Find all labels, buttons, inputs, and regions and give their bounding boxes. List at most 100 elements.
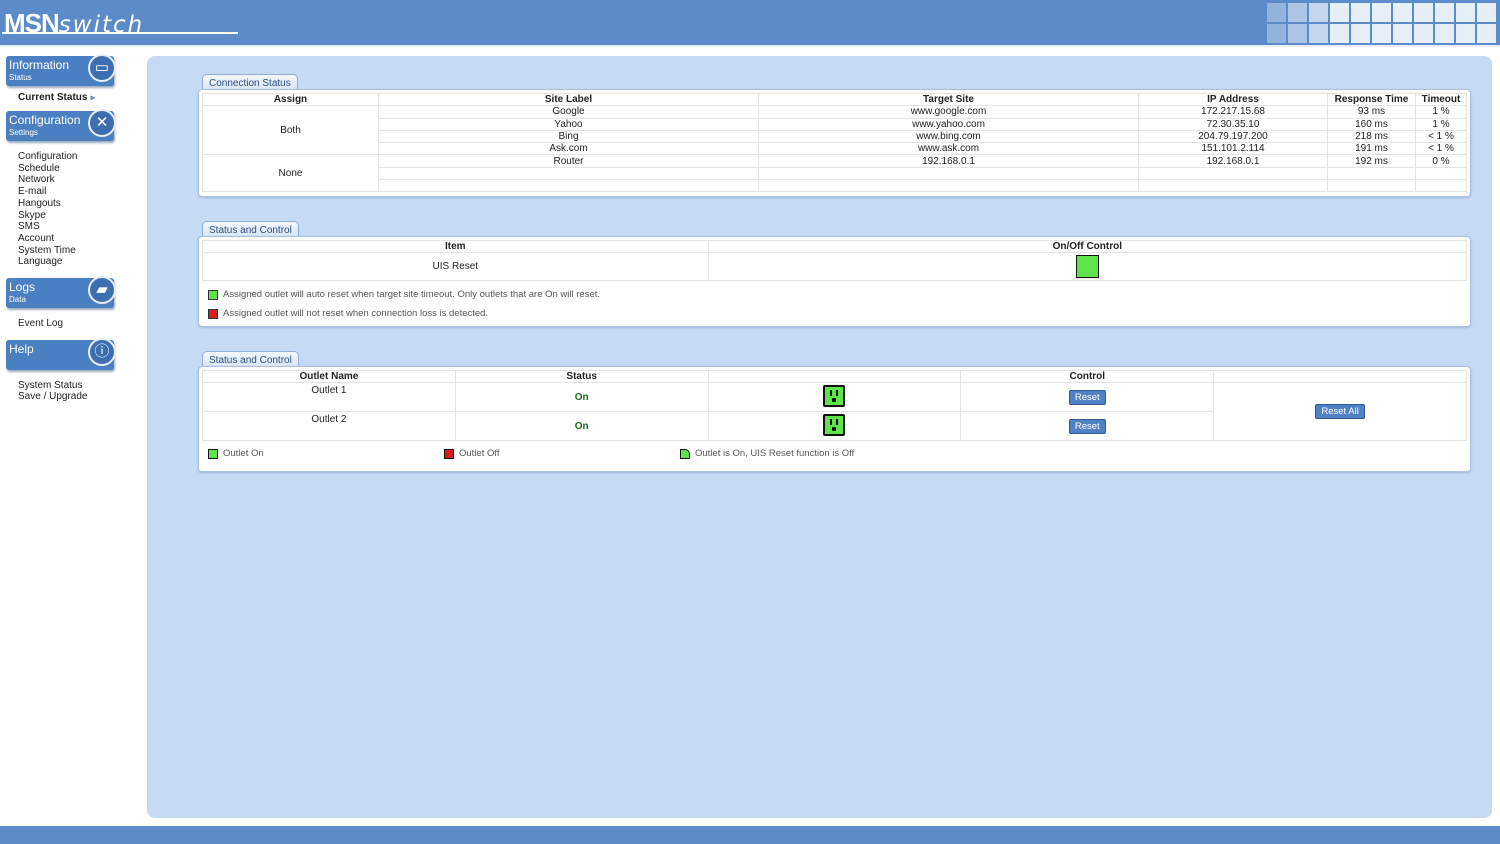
table-cell: 192.168.0.1 — [1138, 154, 1328, 168]
outlet-on-icon — [208, 448, 218, 459]
table-cell — [1415, 166, 1467, 181]
sidebar-category-help[interactable]: Help ⓘ — [6, 337, 116, 370]
tile — [1309, 3, 1328, 22]
table-cell: 218 ms — [1327, 129, 1416, 144]
tile — [1456, 24, 1475, 43]
table-row: None Router 192.168.0.1 192.168.0.1 192 ms 0 … — [202, 154, 1467, 193]
header-control: Control — [960, 369, 1215, 384]
table-cell: 204.79.197.200 — [1138, 129, 1328, 144]
tile — [1330, 24, 1349, 43]
table-cell: 160 ms — [1327, 117, 1416, 131]
uis-reset-toggle[interactable] — [1075, 255, 1099, 279]
tile — [1372, 24, 1391, 43]
header: MSNswitch — [0, 0, 1500, 47]
table-row — [203, 179, 1467, 193]
sidebar-item[interactable]: Hangouts — [18, 197, 61, 209]
legend-green: Assigned outlet will auto reset when tar… — [202, 289, 1467, 300]
sidebar-category-information[interactable]: Information Status ▭ — [6, 54, 116, 86]
column-header: Target Site — [758, 92, 1139, 107]
sidebar-category-logs[interactable]: Logs Data ▰ — [6, 276, 116, 309]
legend-text: Outlet is On, UIS Reset function is Off — [695, 448, 855, 460]
table-cell: Google — [378, 105, 759, 119]
tile — [1351, 24, 1370, 43]
help-icon: ⓘ — [88, 337, 116, 366]
outlet-uis-off-icon — [680, 448, 690, 459]
column-header: IP Address — [1138, 92, 1328, 107]
tab-connection-status[interactable]: Connection Status — [202, 74, 298, 90]
tile — [1414, 3, 1433, 22]
sidebar-category-configuration[interactable]: Configuration Settings ✕ — [6, 109, 116, 141]
category-subtitle: Settings — [9, 128, 38, 137]
column-header: Response Time — [1327, 92, 1416, 107]
sidebar-item[interactable]: Network — [18, 174, 55, 186]
logo: MSNswitch — [4, 8, 145, 38]
tile — [1477, 24, 1496, 43]
sidebar-item[interactable]: Save / Upgrade — [18, 391, 88, 403]
header-outlet-name: Outlet Name — [202, 369, 456, 384]
connection-status-panel: Assign Site Label Target Site IP Address Res… — [198, 89, 1471, 197]
category-title: Configuration — [9, 113, 81, 127]
sidebar-item[interactable]: Event Log — [18, 318, 64, 330]
information-icon: ▭ — [88, 54, 116, 82]
column-header: Timeout — [1415, 92, 1467, 107]
tile — [1330, 3, 1349, 22]
sidebar-item[interactable]: SMS — [18, 221, 40, 233]
uis-reset-label: UIS Reset — [202, 252, 709, 282]
sidebar-item[interactable]: Skype — [18, 209, 46, 221]
table-row: Bing www.bing.com 204.79.197.200 218 ms < 1 … — [203, 129, 1467, 144]
column-header: Site Label — [378, 92, 759, 107]
sidebar-item[interactable]: Schedule — [18, 162, 60, 174]
tile — [1414, 24, 1433, 43]
table-row: Ask.com www.ask.com 151.101.2.114 191 ms < 1… — [203, 142, 1467, 156]
tile — [1267, 3, 1286, 22]
table-cell: www.google.com — [758, 105, 1139, 119]
table-cell: 1 % — [1415, 117, 1467, 131]
outlet-on-icon — [823, 413, 846, 436]
tab-status-control-outlets[interactable]: Status and Control — [202, 351, 299, 367]
tile — [1393, 3, 1412, 22]
reset-all-button[interactable]: Reset All — [1315, 404, 1365, 420]
legend-text: Assigned outlet will not reset when conn… — [223, 308, 489, 320]
sidebar-item[interactable]: System Status — [18, 379, 83, 391]
tab-status-control[interactable]: Status and Control — [202, 221, 299, 237]
table-cell: 192.168.0.1 — [758, 154, 1139, 168]
table-cell: 1 % — [1415, 105, 1467, 119]
reset-button-outlet-2[interactable]: Reset — [1068, 418, 1106, 434]
table-cell: www.yahoo.com — [758, 117, 1139, 131]
category-title: Logs — [9, 280, 36, 295]
sidebar-item-current-status[interactable]: Current Status — [18, 92, 88, 103]
category-subtitle: Data — [9, 295, 26, 305]
category-title: Information — [9, 58, 70, 72]
reset-button-outlet-1[interactable]: Reset — [1068, 389, 1106, 405]
sidebar-item[interactable]: Configuration — [18, 151, 78, 162]
sidebar-item[interactable]: System Time — [18, 244, 76, 256]
table-cell: Ask.com — [378, 142, 759, 156]
connection-table: Assign Site Label Target Site IP Address Res… — [202, 92, 1467, 193]
uis-table: Item On/Off Control UIS Reset — [202, 239, 1468, 282]
tile — [1309, 24, 1328, 43]
tile — [1288, 24, 1307, 43]
table-cell: 191 ms — [1327, 142, 1416, 156]
sidebar-item[interactable]: Language — [18, 256, 63, 268]
table-row: Outlet 1 On Reset Reset All — [202, 382, 1467, 442]
column-header: Assign — [202, 92, 379, 107]
table-cell — [1138, 166, 1328, 181]
logs-icon: ▰ — [88, 276, 116, 305]
outlet-legend: Outlet On Outlet Off Outlet is On, UIS R… — [202, 448, 1467, 459]
table-cell — [1327, 166, 1416, 181]
outlet-off-icon — [444, 448, 454, 459]
table-cell — [1327, 179, 1416, 193]
table-cell: Bing — [378, 129, 759, 144]
header-icon — [707, 369, 962, 384]
outlet-name: Outlet 1 — [202, 382, 456, 413]
tile — [1351, 3, 1370, 22]
table-row — [203, 166, 1467, 181]
outlet-status: On — [454, 382, 709, 413]
table-cell: 0 % — [1415, 154, 1467, 168]
sidebar-item[interactable]: Account — [18, 232, 55, 244]
table-cell: Router — [378, 154, 759, 168]
sidebar-item[interactable]: E-mail — [18, 186, 47, 198]
table-cell: Yahoo — [378, 117, 759, 131]
table-cell: 72.30.35.10 — [1138, 117, 1328, 131]
tile — [1477, 3, 1496, 22]
